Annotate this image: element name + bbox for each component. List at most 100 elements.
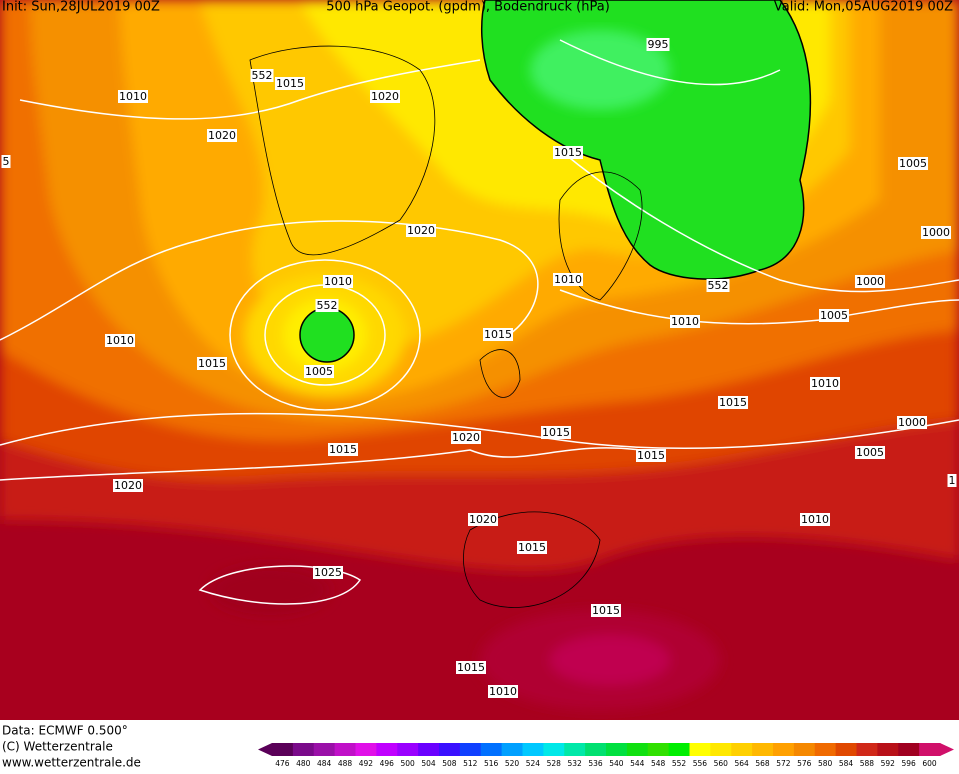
isobar-label-box xyxy=(718,396,748,409)
isobar-label-box xyxy=(670,315,700,328)
colorbar-swatch xyxy=(334,743,356,756)
isobar-label: 1015 xyxy=(329,443,357,456)
isobar-label-box xyxy=(207,129,237,142)
colorbar-label: 600 xyxy=(922,759,937,768)
isobar-label: 1010 xyxy=(324,275,352,288)
green-core xyxy=(530,30,670,110)
colorbar-swatch xyxy=(710,743,732,756)
isobar-label-box xyxy=(488,685,518,698)
colorbar-label: 536 xyxy=(588,759,603,768)
isobar-label-box xyxy=(105,334,135,347)
colorbar-swatch xyxy=(731,743,753,756)
isobar-label: 1010 xyxy=(554,273,582,286)
isobar-label: 1010 xyxy=(489,685,517,698)
colorbar-label: 592 xyxy=(881,759,896,768)
colorbar-swatch xyxy=(501,743,523,756)
isobar-label-box xyxy=(197,357,227,370)
colorbar-arrow-left xyxy=(258,743,272,756)
isobar-label-box xyxy=(323,275,353,288)
colorbar-label: 488 xyxy=(338,759,353,768)
isobar-label-box xyxy=(517,541,547,554)
isobar-label-box xyxy=(406,224,436,237)
isobar-label: 1015 xyxy=(592,604,620,617)
colorbar-swatch xyxy=(585,743,607,756)
isobar-label: 1020 xyxy=(452,431,480,444)
colorbar-swatch xyxy=(626,743,649,756)
isobar-label: 1015 xyxy=(637,449,665,462)
isobar-label-box xyxy=(553,273,583,286)
isobar-label: 1005 xyxy=(305,365,333,378)
isobar-label-box xyxy=(456,661,486,674)
colorbar-label: 520 xyxy=(505,759,520,768)
colorbar-label: 512 xyxy=(463,759,478,768)
isobar-label-box xyxy=(304,365,334,378)
isobar-label-box xyxy=(275,77,305,90)
isobar-label: 1010 xyxy=(119,90,147,103)
colorbar-swatch xyxy=(668,743,690,756)
isobar-label: 552 xyxy=(317,299,338,312)
isobar-label: 1015 xyxy=(198,357,226,370)
colorbar-label: 556 xyxy=(693,759,708,768)
data-source: Data: ECMWF 0.500° xyxy=(2,724,128,738)
isobar-label: 1015 xyxy=(719,396,747,409)
colorbar-label: 480 xyxy=(296,759,311,768)
map xyxy=(0,0,959,720)
isobar-label-box xyxy=(897,416,927,429)
init-time: Init: Sun,28JUL2019 00Z xyxy=(2,0,160,15)
isobar-label: 1015 xyxy=(276,77,304,90)
colorbar-swatch xyxy=(376,743,398,756)
isobar-label: 1020 xyxy=(208,129,236,142)
isobar-label: 1020 xyxy=(114,479,142,492)
colorbar-arrow-right xyxy=(940,743,954,756)
isobar-label-box xyxy=(541,426,571,439)
colorbar-label: 584 xyxy=(839,759,854,768)
isobar-label-box xyxy=(947,474,957,487)
isobar-label: 1 xyxy=(949,474,956,487)
colorbar-swatch xyxy=(292,743,315,756)
isobar-label-box xyxy=(636,449,666,462)
colorbar-swatch xyxy=(543,743,565,756)
isobar-label: 1010 xyxy=(671,315,699,328)
copyright: (C) Wetterzentrale xyxy=(2,740,113,754)
isobar-label-box xyxy=(118,90,148,103)
isobar-label: 1015 xyxy=(542,426,570,439)
colorbar-swatch xyxy=(459,743,482,756)
colorbar-swatch xyxy=(752,743,774,756)
colorbar-swatch xyxy=(418,743,440,756)
isobar-label: 552 xyxy=(252,69,273,82)
colorbar-label: 484 xyxy=(317,759,332,768)
isobar-label-box xyxy=(328,443,358,456)
colorbar-swatch xyxy=(919,743,941,756)
valid-time: Valid: Mon,05AUG2019 00Z xyxy=(774,0,953,15)
isobar-label-box xyxy=(855,275,885,288)
colorbar-label: 596 xyxy=(902,759,917,768)
isobar-label: 1020 xyxy=(407,224,435,237)
isobar-label: 1020 xyxy=(469,513,497,526)
isobar-label-box xyxy=(898,157,928,170)
colorbar-swatch xyxy=(773,743,795,756)
colorbar-swatch xyxy=(606,743,628,756)
colorbar-label: 544 xyxy=(630,759,645,768)
colorbar-swatch xyxy=(856,743,878,756)
coastlines xyxy=(249,45,643,608)
isobar-label: 1000 xyxy=(922,226,950,239)
colorbar-swatch xyxy=(439,743,461,756)
isobar-label: 1005 xyxy=(899,157,927,170)
isobar-label: 1015 xyxy=(518,541,546,554)
isobar-label: 1005 xyxy=(820,309,848,322)
colorbar-swatch xyxy=(480,743,503,756)
colorbar-label: 564 xyxy=(735,759,750,768)
colorbar-label: 504 xyxy=(421,759,436,768)
colorbar-swatch xyxy=(522,743,544,756)
isobar-label: 1000 xyxy=(856,275,884,288)
isobar-label: 1020 xyxy=(371,90,399,103)
isobar-label: 5 xyxy=(3,155,10,168)
isobar-label: 1025 xyxy=(314,566,342,579)
isobar-label: 1010 xyxy=(811,377,839,390)
colorbar-swatch xyxy=(793,743,816,756)
website: www.wetterzentrale.de xyxy=(2,756,141,770)
isobar-label-box xyxy=(113,479,143,492)
isobar-label-box xyxy=(646,38,670,51)
colorbar-swatch xyxy=(898,743,920,756)
